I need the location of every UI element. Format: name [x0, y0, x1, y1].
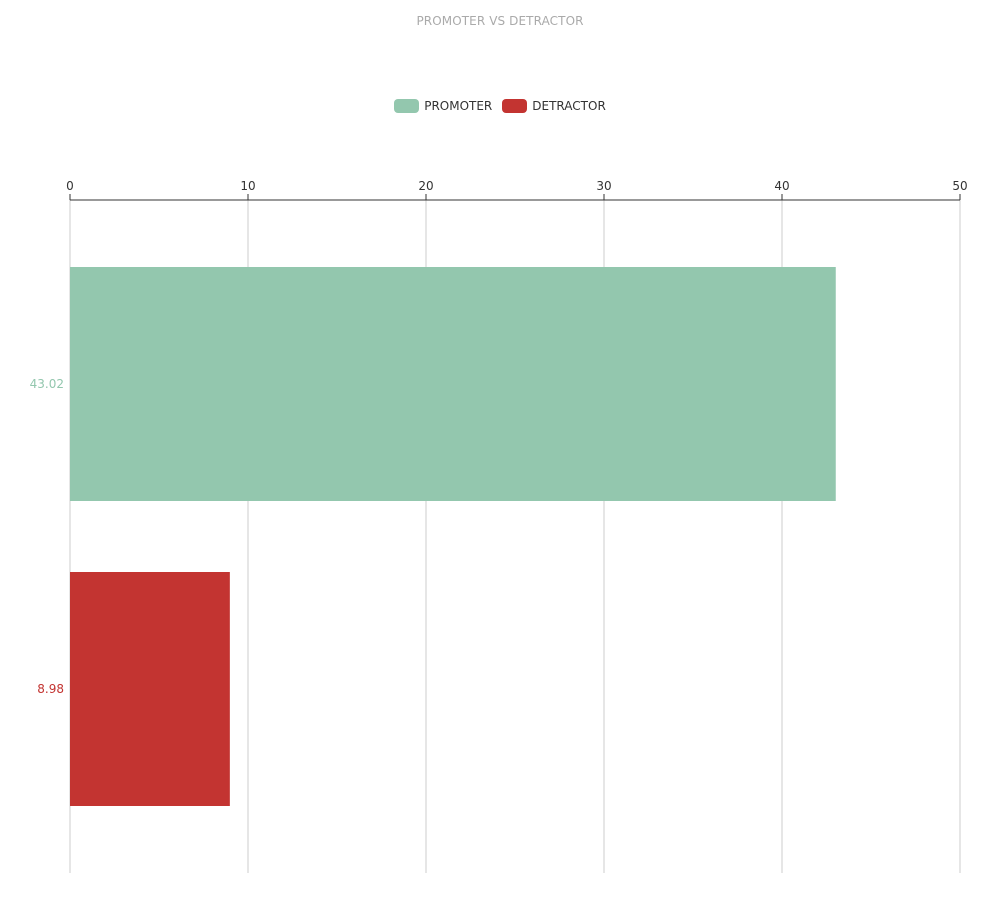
legend-label-promoter: PROMOTER — [424, 99, 493, 113]
legend-item-detractor[interactable]: DETRACTOR — [502, 99, 606, 113]
x-tick-label: 40 — [774, 179, 789, 193]
x-tick-label: 20 — [418, 179, 433, 193]
legend: PROMOTER DETRACTOR — [0, 99, 1000, 113]
bar-label-detractor: 8.98 — [37, 682, 64, 696]
bar-detractor — [70, 572, 230, 806]
legend-swatch-promoter — [394, 99, 420, 113]
x-tick-label: 10 — [240, 179, 255, 193]
x-tick-label: 30 — [596, 179, 611, 193]
legend-label-detractor: DETRACTOR — [532, 99, 606, 113]
chart-title: PROMOTER VS DETRACTOR — [416, 14, 584, 28]
x-tick-label: 0 — [66, 179, 74, 193]
bars — [70, 267, 836, 806]
x-tick-label: 50 — [952, 179, 967, 193]
bar-value-labels: 43.02 8.98 — [30, 377, 64, 696]
bar-promoter — [70, 267, 836, 501]
x-axis: 0 10 20 30 40 50 — [66, 179, 968, 201]
bar-label-promoter: 43.02 — [30, 377, 64, 391]
legend-item-promoter[interactable]: PROMOTER — [394, 99, 492, 113]
legend-swatch-detractor — [502, 99, 528, 113]
